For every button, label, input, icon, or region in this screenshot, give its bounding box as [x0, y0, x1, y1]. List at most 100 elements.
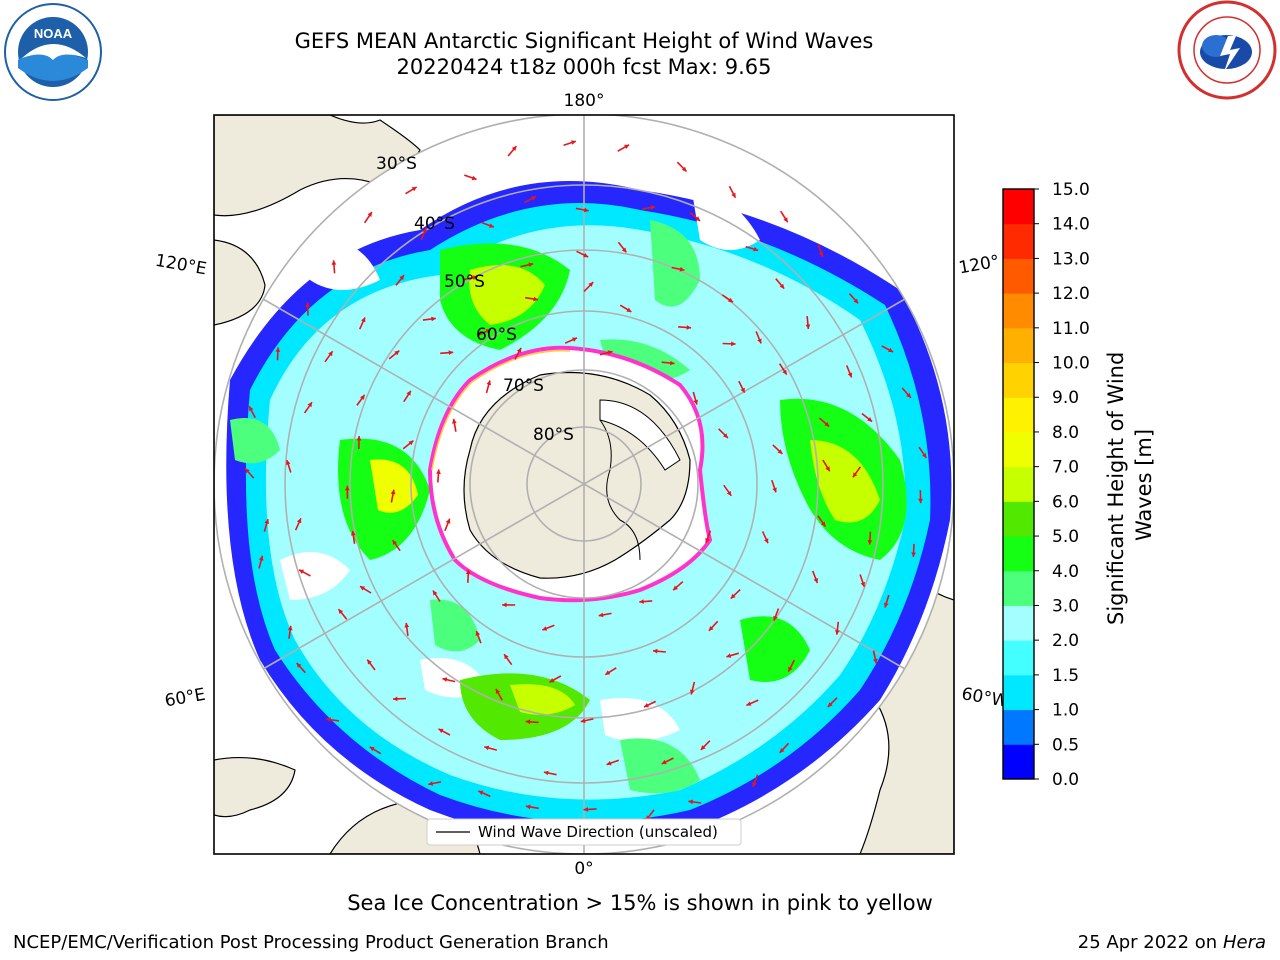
wind-arrow-head — [688, 799, 693, 805]
colorbar-tick-label: 4.0 — [1052, 562, 1079, 582]
chart-title: GEFS MEAN Antarctic Significant Height o… — [294, 29, 874, 53]
wind-arrow-head — [511, 146, 517, 151]
lon-label-0: 0° — [574, 859, 593, 879]
noaa-logo: NOAA — [4, 3, 102, 101]
wind-arrow-head — [472, 275, 478, 280]
wind-arrow-head — [873, 658, 878, 664]
wind-arrow-head — [525, 804, 531, 810]
wind-arrow-head — [820, 521, 826, 527]
colorbar-tick-label: 6.0 — [1052, 492, 1079, 512]
wind-arrow-head — [860, 581, 866, 587]
wind-arrow-head — [782, 369, 787, 375]
footer-date-text: 25 Apr 2022 on — [1077, 932, 1223, 953]
footer-host: Hera — [1222, 932, 1266, 953]
footer-credit: NCEP/EMC/Verification Post Processing Pr… — [13, 932, 609, 953]
wind-arrow-head — [906, 392, 911, 398]
colorbar-segment — [1003, 362, 1034, 398]
map-legend: Wind Wave Direction (unscaled) — [426, 818, 742, 846]
lat-label-40: 40°S — [414, 214, 455, 234]
wind-arrow-head — [583, 253, 589, 258]
wind-arrow-head — [773, 615, 778, 621]
wind-arrow-head — [679, 266, 685, 272]
land-tasmania-region — [214, 239, 266, 326]
wind-arrow-head — [650, 205, 656, 210]
wind-arrow-head — [399, 275, 404, 281]
wind-arrow-head — [827, 702, 833, 707]
wind-arrow-head — [824, 421, 830, 427]
graticule — [214, 115, 954, 854]
colorbar-tick-label: 13.0 — [1052, 249, 1090, 269]
wind-arrow-head — [888, 347, 894, 352]
legend-label: Wind Wave Direction (unscaled) — [478, 823, 718, 841]
wind-arrow-head — [788, 666, 793, 672]
wind-arrow-head — [639, 599, 644, 604]
wind-arrow-head — [753, 246, 759, 252]
colorbar-tick-label: 14.0 — [1052, 215, 1090, 235]
wind-arrow-head — [726, 490, 732, 496]
wind-arrow-head — [813, 578, 819, 583]
colorbar-tick-label: 0.0 — [1052, 770, 1079, 790]
colorbar-segment — [1003, 189, 1034, 225]
wind-arrow-head — [621, 247, 627, 253]
wind-arrow-head — [245, 468, 250, 474]
wind-arrow-head — [746, 701, 752, 706]
lat-label-50: 50°S — [444, 272, 485, 292]
wind-arrow-head — [607, 350, 613, 355]
wind-arrow-head — [670, 360, 675, 366]
wind-arrow-head — [445, 518, 451, 524]
wind-arrow-head — [606, 760, 612, 766]
colorbar-tick-label: 8.0 — [1052, 423, 1079, 443]
wind-arrow-head — [695, 216, 700, 221]
map-frame — [213, 114, 955, 855]
wind-arrow-head — [404, 622, 410, 628]
wind-wave-arrows — [244, 140, 928, 821]
wind-arrow-head — [390, 489, 396, 495]
wind-arrow-head — [867, 540, 873, 545]
colorbar-tick-label: 1.5 — [1052, 666, 1079, 686]
nws-logo — [1177, 0, 1277, 100]
wind-arrow-head — [287, 625, 293, 631]
wind-arrow-head — [485, 329, 491, 334]
wind-arrow-head — [825, 466, 830, 472]
colorbar-label-line1: Significant Height of Wind — [1104, 352, 1128, 625]
wind-arrow-head — [344, 485, 350, 491]
wind-arrow-head — [326, 717, 331, 722]
wind-arrow-head — [531, 196, 537, 201]
wind-arrow-head — [542, 626, 548, 631]
wind-arrow-head — [328, 351, 333, 357]
wind-arrow-head — [708, 626, 714, 631]
wind-arrow-head — [465, 569, 471, 575]
colorbar-tick-label: 12.0 — [1052, 284, 1090, 304]
colorbar-segment — [1003, 223, 1034, 259]
wind-arrow-head — [525, 719, 531, 725]
lat-label-30: 30°S — [376, 154, 417, 174]
colorbar-tick-label: 0.5 — [1052, 735, 1079, 755]
wind-arrow-head — [731, 341, 736, 347]
lon-label-60e: 60°E — [163, 685, 207, 712]
wind-arrow-head — [331, 260, 337, 265]
wind-arrow-head — [258, 555, 264, 561]
wind-arrow-head — [436, 469, 441, 474]
wind-arrow-head — [580, 718, 586, 724]
wind-arrow-head — [764, 538, 769, 544]
wind-arrow-head — [275, 347, 281, 352]
wind-arrow-head — [285, 460, 291, 465]
colorbar-segment — [1003, 258, 1034, 294]
wind-arrow-head — [779, 748, 785, 753]
wind-arrow-head — [338, 609, 344, 614]
wind-arrow-head — [686, 325, 692, 330]
wind-arrow-head — [726, 653, 732, 658]
wind-arrow-head — [543, 770, 549, 776]
lat-label-60: 60°S — [476, 325, 517, 345]
colorbar-tick-label: 7.0 — [1052, 458, 1079, 478]
wind-arrow-head — [478, 790, 484, 795]
wind-arrow-head — [818, 251, 824, 257]
wind-arrow-head — [392, 540, 398, 545]
wind-arrow-head — [777, 449, 783, 454]
wind-arrow-head — [605, 670, 611, 675]
wind-arrow-head — [653, 648, 658, 654]
land-africa — [214, 756, 296, 818]
colorbar-segment — [1003, 709, 1034, 745]
wind-arrow-head — [681, 166, 687, 172]
